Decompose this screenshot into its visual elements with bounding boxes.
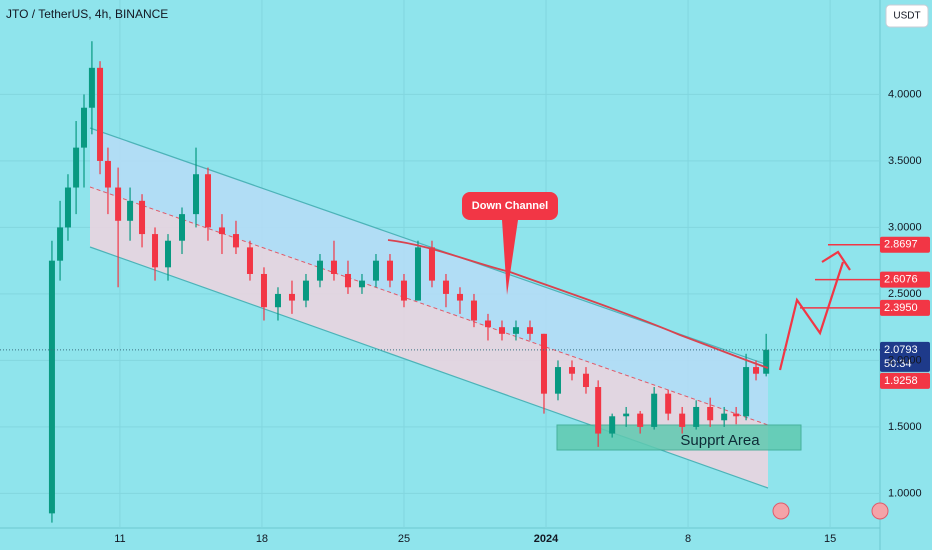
callout-text: Down Channel xyxy=(472,200,548,212)
candle-body xyxy=(139,200,146,235)
event-icon[interactable] xyxy=(871,502,889,520)
candle-body xyxy=(414,247,421,301)
prev-price-text: 1.9258 xyxy=(884,375,918,387)
event-icon[interactable] xyxy=(772,502,790,520)
arrow-head xyxy=(821,250,851,271)
support-text: Supprt Area xyxy=(680,432,760,449)
candle-body xyxy=(637,413,644,427)
candle-body xyxy=(456,293,463,301)
candle-body xyxy=(568,367,575,374)
candle-body xyxy=(218,227,225,235)
candle-body xyxy=(651,393,658,427)
candle-body xyxy=(48,260,55,514)
price-tag-text: 2.6076 xyxy=(884,274,918,286)
price-tag-text: 2.3950 xyxy=(884,302,918,314)
currency-button[interactable] xyxy=(885,4,929,28)
candle-body xyxy=(88,67,95,108)
candle-body xyxy=(743,367,750,417)
y-tick-label: 1.0000 xyxy=(888,487,922,499)
candle-body xyxy=(204,174,211,228)
chart-title: JTO / TetherUS, 4h, BINANCE xyxy=(6,7,168,21)
x-tick-label: 11 xyxy=(114,533,125,545)
candle-body xyxy=(358,280,365,288)
candle-body xyxy=(540,333,547,394)
candle-body xyxy=(104,160,111,188)
candle-body xyxy=(400,280,407,301)
candles xyxy=(48,41,770,523)
projection-arrow xyxy=(778,261,845,371)
candle-body xyxy=(179,214,186,241)
y-tick-label: 3.5000 xyxy=(888,155,922,167)
candle-body xyxy=(595,387,602,434)
candle-body xyxy=(679,413,686,427)
candle-body xyxy=(316,260,323,281)
callout-bubble xyxy=(462,192,558,295)
candle-body xyxy=(442,280,449,294)
candle-body xyxy=(288,293,295,301)
candle-body xyxy=(526,327,533,334)
candle-body xyxy=(665,393,672,414)
last-price-text: 2.0793 xyxy=(884,344,918,356)
x-tick-label: 15 xyxy=(824,533,836,545)
candle-body xyxy=(260,273,267,308)
candle-body xyxy=(753,367,760,374)
price-tag-text: 2.8697 xyxy=(884,239,918,251)
candle-body xyxy=(330,260,337,274)
candle-body xyxy=(707,406,714,421)
currency-label: USDT xyxy=(893,11,920,22)
price-tag xyxy=(880,271,930,288)
candle-body xyxy=(763,349,770,374)
candle-body xyxy=(484,320,491,328)
candle-body xyxy=(428,247,435,281)
candle-body xyxy=(623,413,630,417)
candle-body xyxy=(81,107,88,148)
x-tick-label: 8 xyxy=(685,533,691,545)
x-tick-label: 25 xyxy=(398,533,410,545)
candle-body xyxy=(498,327,505,334)
y-tick-label: 4.0000 xyxy=(888,88,922,100)
candle-body xyxy=(582,373,589,388)
candle-body xyxy=(97,67,104,161)
candle-body xyxy=(302,280,309,301)
candle-body xyxy=(232,234,239,248)
candle-body xyxy=(693,406,700,427)
support-area xyxy=(556,424,802,451)
prev-price-tag xyxy=(880,372,930,389)
candle-body xyxy=(721,413,728,421)
y-tick-label: 3.0000 xyxy=(888,221,922,233)
price-tag xyxy=(880,236,930,253)
last-price-tag xyxy=(880,341,930,372)
y-tick-label: 2.5000 xyxy=(888,288,922,300)
candle-body xyxy=(554,367,561,394)
candle-body xyxy=(344,273,351,288)
candle-body xyxy=(274,293,281,308)
candle-body xyxy=(733,413,740,417)
countdown-text: 50:34 xyxy=(884,358,912,370)
candle-body xyxy=(152,234,159,268)
candle-body xyxy=(246,247,253,274)
candle-body xyxy=(64,187,71,228)
x-tick-label: 18 xyxy=(256,533,268,545)
price-tag xyxy=(880,299,930,316)
candle-body xyxy=(609,416,616,434)
candle-body xyxy=(470,300,477,321)
price-labels: 2.8697 2.6076 2.3950 2.0793 50:34 1.9258 xyxy=(0,236,930,389)
candle-body xyxy=(57,227,64,261)
candle-body xyxy=(193,174,200,215)
moving-average xyxy=(387,239,769,369)
candle-body xyxy=(372,260,379,281)
y-tick-label: 2.0000 xyxy=(888,354,922,366)
channel-mid-line xyxy=(89,186,769,426)
x-tick-label: 2024 xyxy=(534,533,559,545)
y-tick-label: 1.5000 xyxy=(888,421,922,433)
candle-body xyxy=(127,200,134,221)
candle-body xyxy=(73,147,80,188)
candle-body xyxy=(165,240,172,268)
candle-body xyxy=(512,327,519,334)
candle-body xyxy=(386,260,393,281)
candle-body xyxy=(115,187,122,221)
